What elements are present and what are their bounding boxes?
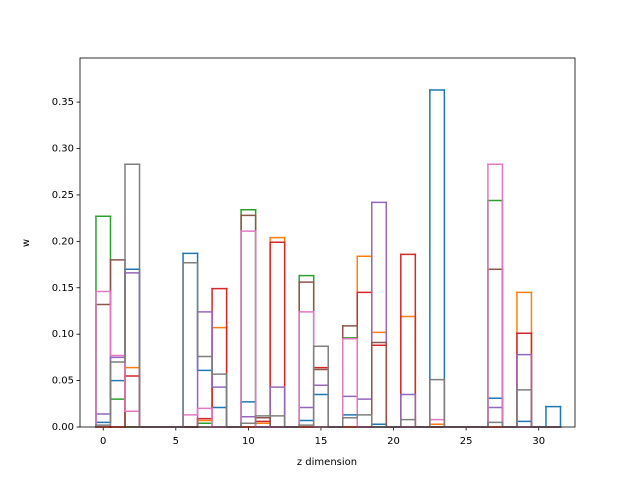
y-axis-label: w — [21, 239, 32, 247]
x-tick-label: 30 — [532, 436, 545, 447]
y-tick-label: 0.35 — [52, 97, 74, 108]
x-axis-label: z dimension — [297, 457, 357, 468]
y-tick-label: 0.25 — [52, 190, 74, 201]
x-tick-label: 5 — [173, 436, 179, 447]
x-tick-label: 15 — [315, 436, 328, 447]
y-tick-label: 0.10 — [52, 329, 74, 340]
y-tick-label: 0.15 — [52, 283, 74, 294]
y-tick-label: 0.30 — [52, 144, 74, 155]
series — [95, 163, 562, 428]
y-tick-label: 0.00 — [52, 422, 74, 433]
x-tick-label: 0 — [100, 436, 106, 447]
x-tick-label: 20 — [387, 436, 400, 447]
plot-frame — [79, 57, 576, 428]
y-tick-label: 0.05 — [52, 376, 74, 387]
x-tick-label: 10 — [242, 436, 255, 447]
x-tick-label: 25 — [460, 436, 473, 447]
y-tick-label: 0.20 — [52, 236, 74, 247]
